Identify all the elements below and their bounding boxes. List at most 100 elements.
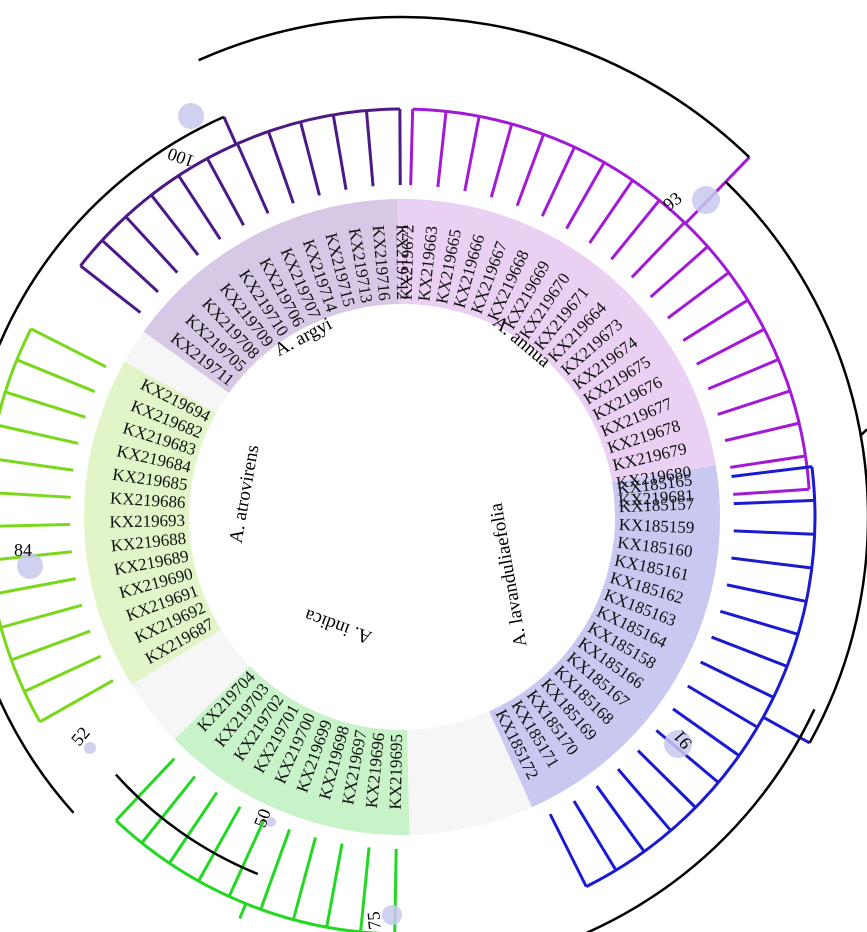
leaf-branch [731,556,813,570]
leaf-branch [0,424,79,445]
leaf-branch [436,111,448,188]
backbone-arc-upper [0,115,225,347]
tip-label: KX219712 [393,224,412,300]
leaf-branch [259,828,291,910]
backbone-arc-top [198,15,751,159]
leaf-branch [707,358,779,391]
leaf-branch [548,813,588,888]
leaf-branch [731,465,813,479]
leaf-branch [636,749,697,809]
leaf-branch [150,194,200,256]
clade-label-atrovirens: A. atrovirens [226,443,264,544]
clade-color-bands [83,198,720,836]
leaf-branch [4,390,86,419]
leaf-branch [235,143,270,214]
tip-label: KX219693 [109,511,185,532]
leaf-branch [79,264,142,314]
node-marker-indica-atrovirens [84,742,96,754]
tip-label: KX219672 [397,224,418,300]
leaf-branch [39,679,114,724]
leaf-branch [733,487,810,496]
leaf-branch [409,109,415,186]
leaf-branch [0,577,77,595]
leaf-branch [299,121,321,196]
leaf-branch [682,298,749,342]
leaf-branch [630,221,686,279]
leaf-branch [23,654,102,693]
backbone-arc-indica [114,773,259,876]
tip-labels: KX219711KX219705KX219708KX219709KX219710… [109,224,695,809]
clade-band [174,665,410,836]
clade-arc [79,107,400,267]
leaf-branch [291,837,317,920]
backbone-arc-lower [585,708,816,932]
tip-label: KX219695 [386,734,406,810]
backbone-arc-atrovirens [0,697,75,814]
leaf-branch [726,583,807,603]
node-marker-annua [692,186,720,214]
leaf-branch [515,133,545,207]
node-marker-lavanduliaefolia [664,730,692,758]
tip-label: KX185159 [618,515,694,537]
leaf-branch [0,458,74,472]
clade-stem [762,715,811,745]
clade-band [489,465,720,808]
leaf-branch [227,818,266,898]
clade-arc [114,819,384,932]
clade-names: A. argyi A. annua A. lavanduliaefolia A.… [226,312,555,649]
leaf-branch [359,847,371,932]
backbone-arc-right [724,180,867,744]
leaf-branch [696,327,765,366]
leaf-branch [140,775,197,844]
leaf-branch [489,123,514,198]
leaf-branch [717,389,791,416]
leaf-branch [649,245,709,299]
leaf-branch [666,271,730,320]
leaf-branch [616,768,672,832]
leaf-branch [699,660,775,699]
leaf-branch [565,161,606,230]
leaf-branch [733,529,815,536]
clade-stem [684,156,751,225]
clade-label-indica: A. indica [301,604,374,648]
leaf-branch [610,199,661,261]
leaf-branch [168,791,219,864]
node-marker-lower [382,905,402,925]
root-stem [859,428,867,438]
leaf-branch [206,157,245,226]
clade-arc [0,328,42,723]
clade-label-lavanduliaefolia: A. lavanduliaefolia [486,501,532,649]
bootstrap-label-annua: 93 [659,188,685,215]
leaf-branch [730,454,806,469]
leaf-branch [30,327,107,369]
leaf-branch [572,800,618,872]
leaf-branch [724,421,800,443]
clade-stem [238,903,248,920]
node-marker-atrovirens [17,553,43,579]
leaf-branch [364,110,375,187]
bootstrap-label-atrovirens: 84 [14,540,32,560]
leaf-branch [710,635,788,668]
leaf-branch [124,215,179,274]
clade-arc [585,466,817,888]
leaf-branch [0,523,71,528]
tip-label: KX219686 [110,489,187,512]
leaf-branch [595,785,646,853]
leaf-branch [0,603,83,629]
leaf-branch [10,629,91,662]
leaf-branch [719,609,799,636]
bootstrap-label-argyi: 100 [165,144,197,172]
leaf-branch [325,843,344,928]
bootstrap-label-lower: 75 [363,911,384,931]
tree-branches [0,15,867,932]
leaf-branch [101,239,160,293]
leaf-branch [687,684,759,729]
node-marker-indica [266,817,276,827]
leaf-branch [672,707,740,757]
leaf-branch [267,130,295,204]
clade-band [83,361,222,685]
leaf-branch [0,491,71,499]
leaf-branch [733,498,815,506]
